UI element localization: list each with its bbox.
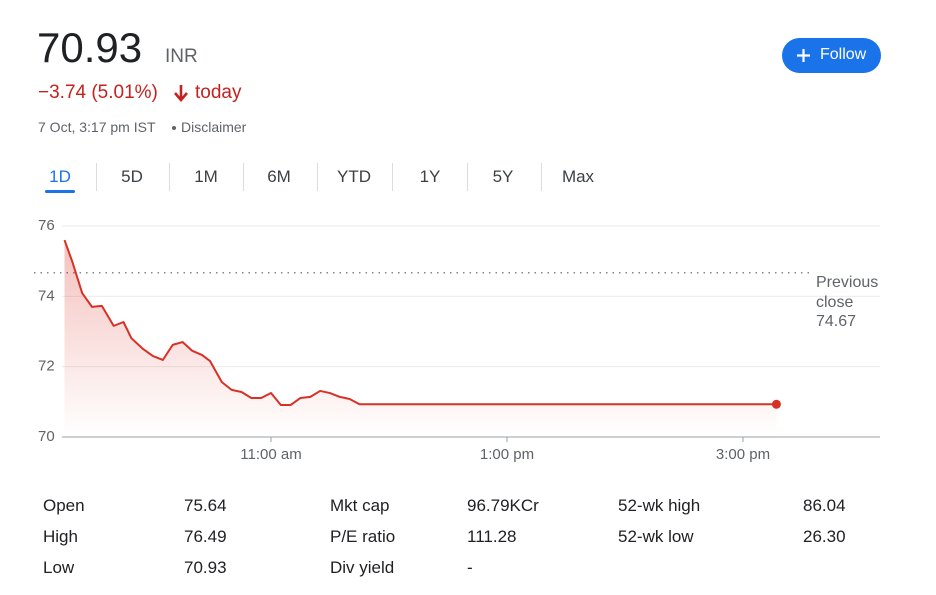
- tab-separator: [540, 163, 542, 191]
- stat-label: Div yield: [330, 558, 395, 577]
- stat-label: 52-wk high: [618, 496, 701, 515]
- stat-label: High: [43, 527, 78, 546]
- x-tick-label: 1:00 pm: [480, 446, 534, 463]
- y-tick-label: 70: [38, 428, 55, 445]
- price-line: [63, 239, 777, 406]
- stat-value: 76.49: [184, 527, 227, 546]
- y-tick-label: 76: [38, 217, 55, 234]
- down-arrow-icon: [174, 85, 188, 102]
- disclaimer-link[interactable]: Disclaimer: [181, 119, 247, 135]
- tab[interactable]: 6M: [267, 167, 291, 186]
- tab[interactable]: 1M: [194, 167, 218, 186]
- area-fill: [64, 240, 777, 437]
- follow-button[interactable]: Follow: [782, 38, 881, 73]
- x-tick-label: 11:00 am: [240, 446, 301, 463]
- tab-separator: [392, 163, 393, 191]
- timestamp: 7 Oct, 3:17 pm IST: [38, 119, 156, 135]
- tab[interactable]: 1D: [49, 167, 71, 186]
- tab[interactable]: 5D: [121, 167, 143, 186]
- stat-value: 75.64: [184, 496, 227, 515]
- stat-value: -: [467, 558, 473, 577]
- stat-value: 86.04: [803, 496, 846, 515]
- tab[interactable]: YTD: [337, 167, 371, 186]
- previous-close-label: Previous close: [816, 274, 879, 311]
- tab-separator: [242, 163, 244, 191]
- stat-value: 70.93: [184, 558, 227, 577]
- tab-separator: [316, 163, 318, 191]
- stat-value: 111.28: [467, 527, 517, 546]
- tab[interactable]: 5Y: [492, 167, 514, 186]
- stat-label: 52-wk low: [618, 527, 694, 546]
- y-tick-label: 72: [38, 358, 55, 375]
- follow-label: Follow: [820, 46, 867, 63]
- y-tick-label: 74: [38, 287, 55, 304]
- tab[interactable]: Max: [561, 167, 595, 186]
- stat-label: Low: [43, 558, 75, 577]
- stat-value: 26.30: [803, 527, 846, 546]
- period: today: [195, 82, 242, 103]
- separator-dot: [172, 126, 176, 130]
- previous-close-value: 74.67: [816, 313, 857, 330]
- x-tick-label: 3:00 pm: [716, 446, 770, 463]
- stat-label: Mkt cap: [330, 496, 390, 515]
- tab-separator: [96, 163, 97, 191]
- change: −3.74 (5.01%): [38, 82, 158, 103]
- currency: INR: [165, 46, 198, 67]
- tab[interactable]: 1Y: [419, 167, 441, 186]
- tab-underline: [45, 190, 75, 193]
- tab-separator: [169, 163, 170, 191]
- stat-label: Open: [43, 496, 85, 515]
- last-point: [771, 399, 781, 409]
- price: 70.93: [37, 24, 143, 71]
- plus-icon: [797, 49, 810, 62]
- stat-value: 96.79KCr: [467, 496, 539, 515]
- stat-label: P/E ratio: [330, 527, 396, 546]
- tab-separator: [466, 163, 468, 191]
